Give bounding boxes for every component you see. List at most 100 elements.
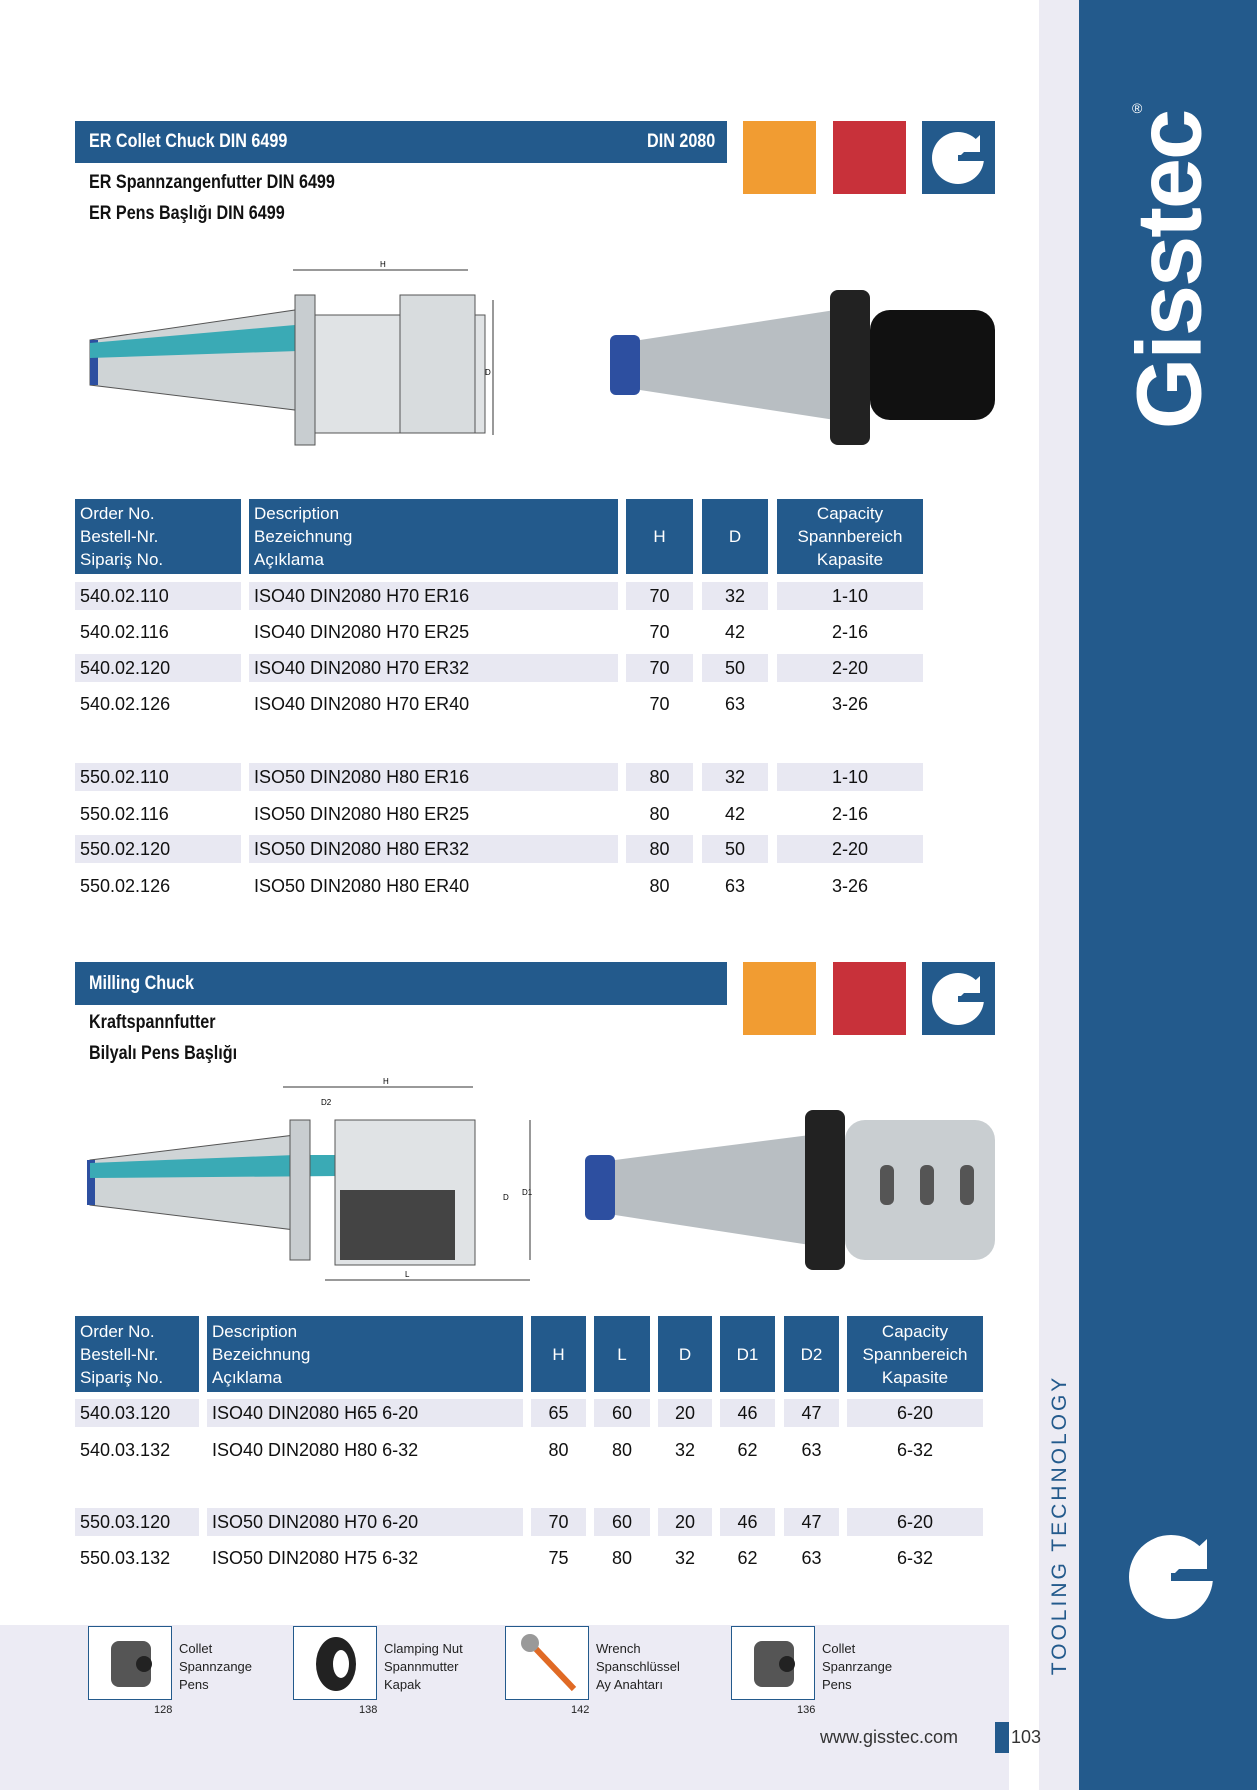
cell-order-no: 550.02.120 xyxy=(75,835,241,863)
cell-order-no: 540.02.110 xyxy=(75,582,241,610)
header-order-no: Order No. Bestell-Nr. Sipariş No. xyxy=(75,1316,199,1392)
cell-description: ISO40 DIN2080 H70 ER40 xyxy=(254,694,470,714)
accessory-label: Wrench xyxy=(596,1641,641,1656)
cell-description: ISO50 DIN2080 H80 ER16 xyxy=(249,763,618,791)
cell-d1: 62 xyxy=(737,1548,758,1568)
header-h: H xyxy=(626,499,693,574)
cell-order-no: 550.03.132 xyxy=(80,1548,171,1568)
cell-d2: 47 xyxy=(784,1508,839,1536)
svg-text:D1: D1 xyxy=(522,1188,533,1197)
brand-logo-text: Gisstec xyxy=(1118,110,1221,430)
cell-description: ISO40 DIN2080 H70 ER25 xyxy=(254,622,470,642)
page-number-marker xyxy=(995,1722,1009,1753)
header-l: L xyxy=(594,1316,650,1392)
cell-d2: 47 xyxy=(784,1399,839,1427)
cell-capacity: 3-26 xyxy=(831,876,869,896)
cell-d: 42 xyxy=(724,804,746,824)
header-d: D xyxy=(702,499,768,574)
cell-h: 80 xyxy=(548,1440,569,1460)
header-d2: D2 xyxy=(784,1316,839,1392)
cell-h: 70 xyxy=(626,582,693,610)
cell-l: 60 xyxy=(594,1399,650,1427)
accessory-label: Kapak xyxy=(384,1677,421,1692)
cell-l: 80 xyxy=(611,1548,633,1568)
section1-standard: DIN 2080 xyxy=(646,131,715,152)
cell-description: ISO50 DIN2080 H80 ER32 xyxy=(249,835,618,863)
section2-subtitle-tr: Bilyalı Pens Başlığı xyxy=(89,1043,238,1064)
cell-d2: 63 xyxy=(801,1440,822,1460)
header-d1: D1 xyxy=(720,1316,775,1392)
accessory-page-ref: 138 xyxy=(359,1704,378,1716)
page-number: 103 xyxy=(1011,1727,1042,1747)
cell-capacity: 2-20 xyxy=(777,835,923,863)
cell-h: 70 xyxy=(649,622,670,642)
cell-l: 60 xyxy=(594,1508,650,1536)
cell-d1: 46 xyxy=(720,1508,775,1536)
cell-capacity: 3-26 xyxy=(831,694,869,714)
accessory-label: Spanrzange xyxy=(822,1659,893,1674)
registered-mark: ® xyxy=(1132,100,1143,116)
cell-d: 32 xyxy=(702,582,768,610)
cell-description: ISO40 DIN2080 H70 ER32 xyxy=(249,654,618,682)
section2-title-bar: Milling Chuck xyxy=(75,962,727,1005)
cell-description: ISO40 DIN2080 H80 6-32 xyxy=(212,1440,419,1460)
cell-capacity: 2-20 xyxy=(777,654,923,682)
cell-d: 50 xyxy=(702,654,768,682)
red-square xyxy=(833,121,906,194)
cell-order-no: 550.02.116 xyxy=(80,804,169,824)
cell-description: ISO40 DIN2080 H65 6-20 xyxy=(207,1399,523,1427)
wrench-thumbnail xyxy=(505,1626,589,1700)
header-description: Description Bezeichnung Açıklama xyxy=(207,1316,523,1392)
cell-l: 80 xyxy=(611,1440,633,1460)
cell-h: 80 xyxy=(649,876,670,896)
red-square xyxy=(833,962,906,1035)
collet-thumbnail xyxy=(88,1626,172,1700)
collet-icon xyxy=(111,1641,152,1687)
cell-h: 70 xyxy=(531,1508,586,1536)
cell-d: 63 xyxy=(724,876,746,896)
svg-text:L: L xyxy=(405,1270,410,1279)
accessory-page-ref: 128 xyxy=(154,1704,173,1716)
cell-capacity: 6-32 xyxy=(896,1548,934,1568)
collet-thumbnail xyxy=(731,1626,815,1700)
header-description: Description Bezeichnung Açıklama xyxy=(249,499,618,574)
cell-order-no: 540.02.126 xyxy=(80,694,171,714)
cell-h: 70 xyxy=(649,694,670,714)
cell-capacity: 6-32 xyxy=(896,1440,934,1460)
svg-text:D2: D2 xyxy=(321,1098,332,1107)
accessory-label: Pens xyxy=(822,1677,852,1692)
side-strip xyxy=(1039,0,1079,1790)
accessory-label: Spanschlüssel xyxy=(596,1659,680,1674)
header-order-no: Order No. Bestell-Nr. Sipariş No. xyxy=(75,499,241,574)
cell-h: 75 xyxy=(548,1548,569,1568)
cell-d: 63 xyxy=(724,694,746,714)
cell-capacity: 6-20 xyxy=(847,1508,983,1536)
svg-text:D: D xyxy=(485,368,491,377)
header-capacity: Capacity Spannbereich Kapasite xyxy=(777,499,923,574)
cell-d: 50 xyxy=(702,835,768,863)
svg-text:H: H xyxy=(383,1077,389,1086)
accessory-page-ref: 136 xyxy=(797,1704,816,1716)
cell-d1: 62 xyxy=(737,1440,758,1460)
cell-capacity: 2-16 xyxy=(831,804,869,824)
accessory-label: Collet xyxy=(822,1641,856,1656)
website-link[interactable]: www.gisstec.com xyxy=(820,1727,959,1747)
accessory-label: Spannmutter xyxy=(384,1659,459,1674)
gisstec-logo-icon xyxy=(922,121,995,194)
cell-order-no: 540.03.132 xyxy=(80,1440,171,1460)
gisstec-logo-icon xyxy=(1129,1533,1215,1619)
cell-h: 80 xyxy=(649,804,670,824)
accessory-label: Ay Anahtarı xyxy=(596,1677,663,1692)
clamping-nut-thumbnail xyxy=(293,1626,377,1700)
er-chuck-product-photo xyxy=(610,290,995,445)
cell-capacity: 6-20 xyxy=(847,1399,983,1427)
cell-d: 42 xyxy=(724,622,746,642)
cell-capacity: 2-16 xyxy=(831,622,869,642)
section2-subtitle-de: Kraftspannfutter xyxy=(89,1012,216,1033)
cell-order-no: 540.02.120 xyxy=(75,654,241,682)
cell-d: 20 xyxy=(658,1399,712,1427)
er-chuck-technical-drawing: H D xyxy=(89,260,494,446)
clamping-nut-icon xyxy=(316,1637,356,1691)
cell-h: 65 xyxy=(531,1399,586,1427)
cell-d2: 63 xyxy=(801,1548,822,1568)
